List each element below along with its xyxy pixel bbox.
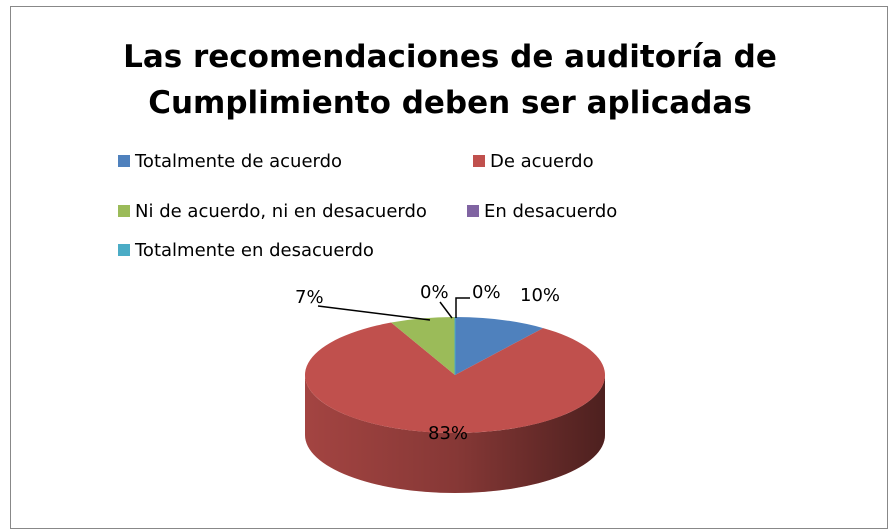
legend-label: Ni de acuerdo, ni en desacuerdo bbox=[135, 201, 427, 222]
legend-label: Totalmente en desacuerdo bbox=[134, 240, 374, 261]
data-label: 7% bbox=[295, 287, 324, 308]
data-label: 0% bbox=[420, 282, 449, 303]
data-label: 10% bbox=[520, 285, 560, 306]
slice-side-shade bbox=[305, 375, 605, 493]
legend-label: De acuerdo bbox=[490, 151, 594, 172]
chart-title: Las recomendaciones de auditoría de Cump… bbox=[123, 39, 777, 121]
legend-swatch bbox=[467, 205, 479, 217]
slice bbox=[455, 316, 544, 375]
legend-label: Totalmente de acuerdo bbox=[134, 151, 342, 172]
legend-swatch bbox=[473, 155, 485, 167]
leader-line bbox=[439, 301, 453, 319]
data-label: 83% bbox=[428, 423, 468, 444]
leader-line bbox=[317, 305, 431, 321]
slice bbox=[305, 322, 605, 434]
legend-label: En desacuerdo bbox=[484, 201, 617, 222]
legend-swatch bbox=[118, 155, 130, 167]
legend-swatch bbox=[118, 244, 130, 256]
data-label: 0% bbox=[472, 282, 501, 303]
slice bbox=[391, 317, 455, 375]
legend-swatch bbox=[118, 205, 130, 217]
leader-line bbox=[455, 297, 470, 318]
